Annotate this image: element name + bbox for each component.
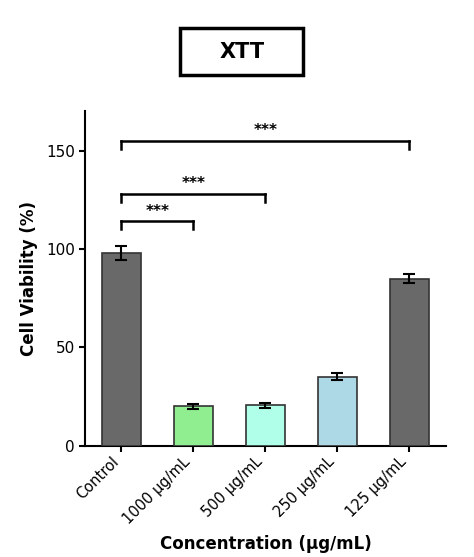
Bar — [246, 405, 285, 446]
Bar — [102, 253, 141, 446]
X-axis label: Concentration (μg/mL): Concentration (μg/mL) — [160, 535, 371, 553]
Text: ***: *** — [254, 123, 277, 138]
Text: XTT: XTT — [219, 42, 264, 61]
Y-axis label: Cell Viability (%): Cell Viability (%) — [20, 201, 38, 356]
Text: ***: *** — [146, 203, 170, 218]
Bar — [318, 377, 357, 446]
Bar — [390, 278, 429, 446]
Text: ***: *** — [182, 176, 205, 191]
Bar — [173, 406, 213, 446]
FancyBboxPatch shape — [180, 28, 303, 75]
